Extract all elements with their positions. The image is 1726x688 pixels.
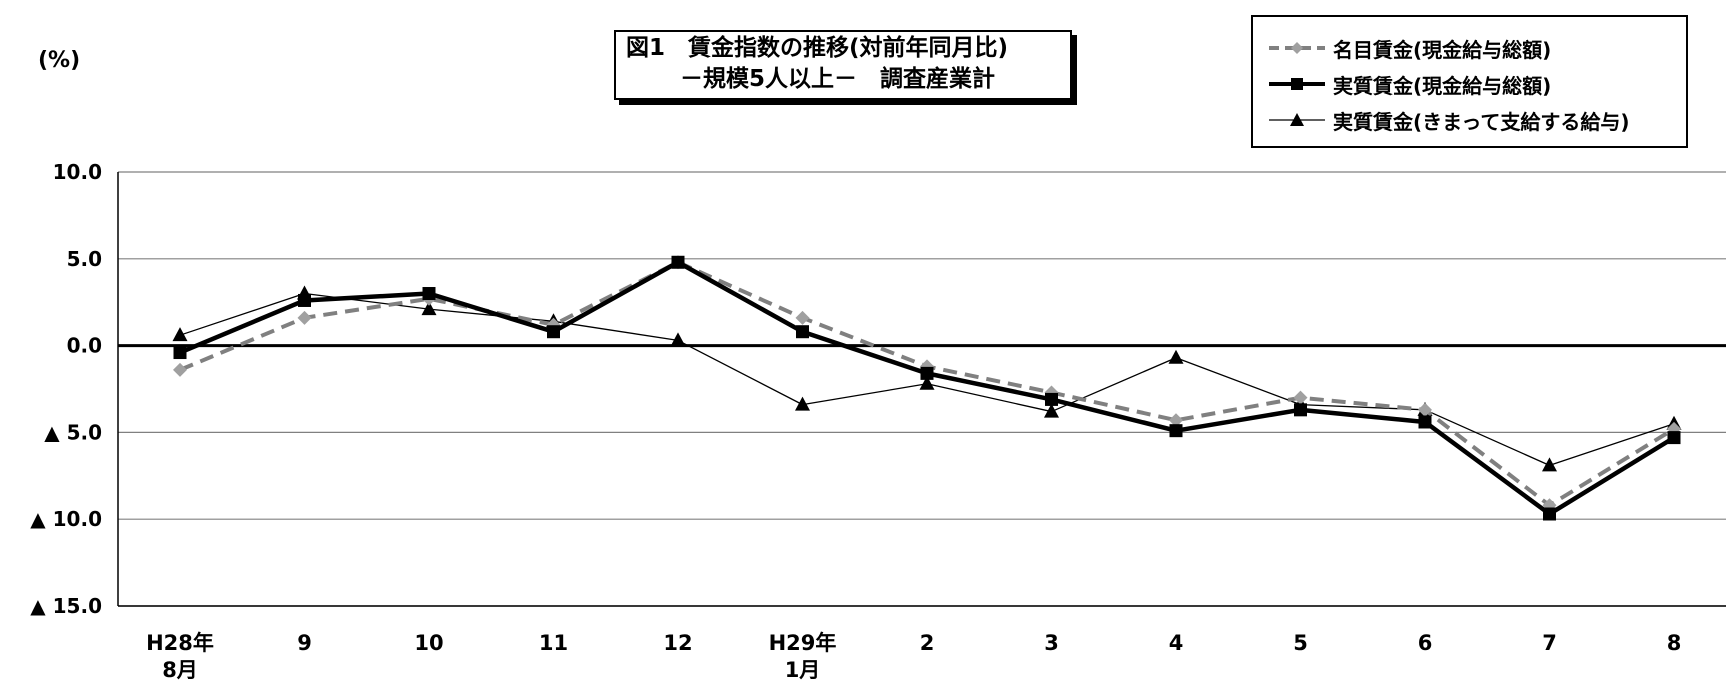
data-point <box>795 310 810 325</box>
x-tick-label: 9 <box>297 631 312 655</box>
x-tick-label: 6 <box>1418 631 1433 655</box>
legend: 名目賃金(現金給与総額) 実質賃金(現金給与総額) 実質賃金(きまって支給する給… <box>1251 15 1688 148</box>
chart-title-line1: 図1 賃金指数の推移(対前年同月比) <box>626 35 1009 61</box>
data-point <box>1044 403 1059 418</box>
data-point <box>173 346 187 360</box>
data-point <box>919 375 935 390</box>
data-point <box>422 287 436 301</box>
legend-item-nominal: 名目賃金(現金給与総額) <box>1267 33 1551 63</box>
y-tick-label: ▲ 15.0 <box>30 594 102 618</box>
data-point <box>172 327 188 342</box>
x-tick-label: 4 <box>1169 631 1184 655</box>
series-layer <box>172 255 1682 521</box>
x-tick-label: 7 <box>1542 631 1557 655</box>
x-tick-label: H28年 8月 <box>146 631 214 682</box>
legend-label-nominal: 名目賃金(現金給与総額) <box>1333 37 1552 62</box>
legend-swatch-nominal-diamond-icon <box>1269 42 1325 54</box>
grid-layer <box>117 171 1726 607</box>
tick-layer: 10.0 5.0 0.0 ▲ 5.0 ▲ 10.0 ▲ 15.0 H28年 8月 9 10 11 12… <box>30 160 1681 682</box>
data-point <box>1418 402 1432 417</box>
data-point <box>297 310 312 325</box>
data-point <box>795 396 810 411</box>
legend-item-real-regular: 実質賃金(きまって支給する給与) <box>1267 105 1629 135</box>
data-point <box>1293 390 1308 405</box>
data-point <box>920 366 934 380</box>
y-tick-label: 10.0 <box>53 160 102 184</box>
chart-title-line2: －規模5人以上－ 調査産業計 <box>680 66 996 92</box>
x-tick-label: 5 <box>1293 631 1308 655</box>
data-point <box>298 293 311 307</box>
data-point <box>547 325 560 339</box>
x-tick-label: 11 <box>539 631 568 655</box>
y-tick-label: 0.0 <box>67 334 102 358</box>
y-tick-label: ▲ 5.0 <box>44 420 102 444</box>
data-point <box>1168 349 1184 364</box>
data-point <box>1418 415 1432 429</box>
data-point <box>1542 457 1557 472</box>
x-tick-label: 8 <box>1667 631 1682 655</box>
y-unit-label: (%) <box>38 48 81 73</box>
data-point <box>1169 424 1183 438</box>
data-point <box>421 301 437 316</box>
x-tick-label: 10 <box>414 631 443 655</box>
data-point <box>1169 413 1183 428</box>
legend-label-real-total: 実質賃金(現金給与総額) <box>1333 73 1552 98</box>
y-tick-label: ▲ 10.0 <box>30 507 102 531</box>
data-point <box>671 255 685 269</box>
data-point <box>173 362 187 377</box>
legend-swatch-real-regular-triangle-icon <box>1269 113 1325 126</box>
data-point <box>1045 392 1058 406</box>
legend-item-real-total: 実質賃金(現金給与総額) <box>1267 69 1551 99</box>
legend-swatch-real-total-square-icon <box>1269 78 1325 90</box>
data-point <box>1294 403 1307 417</box>
data-point <box>796 325 809 339</box>
x-tick-label: 12 <box>663 631 692 655</box>
series-1 <box>173 255 1681 521</box>
x-tick-label: 3 <box>1044 631 1059 655</box>
data-point <box>670 332 686 347</box>
data-point <box>1543 507 1556 521</box>
x-tick-label: 2 <box>920 631 935 655</box>
data-point <box>1667 431 1681 445</box>
legend-label-real-regular: 実質賃金(きまって支給する給与) <box>1333 109 1630 134</box>
y-tick-label: 5.0 <box>67 247 102 271</box>
chart-title: 図1 賃金指数の推移(対前年同月比) －規模5人以上－ 調査産業計 <box>614 30 1072 100</box>
x-tick-label: H29年 1月 <box>769 631 837 682</box>
